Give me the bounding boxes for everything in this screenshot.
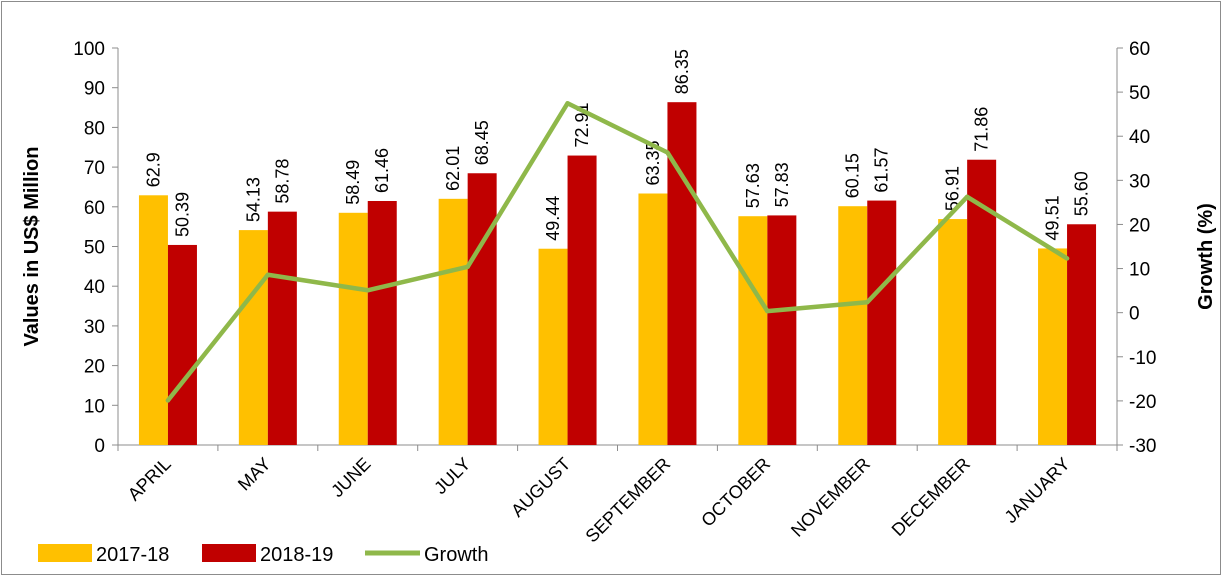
bar-2018-19-june xyxy=(367,201,397,445)
y-right-tick-label: 50 xyxy=(1129,83,1150,104)
y-left-tick-label: 50 xyxy=(84,238,105,259)
bar-2017-18-january xyxy=(1038,248,1068,445)
data-label-2018-19: 50.39 xyxy=(172,192,192,237)
bar-2018-19-may xyxy=(267,211,297,445)
data-label-2017-18: 49.51 xyxy=(1043,195,1063,240)
growth-point-october xyxy=(765,308,770,314)
growth-point-november xyxy=(865,300,870,305)
legend-label-2017-18: 2017-18 xyxy=(96,544,169,566)
y-axis-left-title: Values in US$ Million xyxy=(21,146,43,346)
bar-2018-19-december xyxy=(967,159,997,445)
y-right-tick-label: 30 xyxy=(1129,171,1150,192)
data-label-2018-19: 86.35 xyxy=(672,49,692,94)
bar-2018-19-july xyxy=(467,173,497,446)
bar-2018-19-april xyxy=(167,244,197,445)
growth-point-july xyxy=(465,264,470,270)
y-right-tick-label: 40 xyxy=(1129,127,1150,148)
data-label-2017-18: 62.9 xyxy=(143,152,163,187)
x-category-label: APRIL xyxy=(124,454,175,505)
bar-2017-18-august xyxy=(538,248,568,445)
data-label-2018-19: 55.60 xyxy=(1072,171,1092,216)
y-left-tick-label: 40 xyxy=(84,277,105,298)
x-category-label: JULY xyxy=(430,454,474,498)
x-category-label: OCTOBER xyxy=(697,454,774,531)
data-label-2017-18: 54.13 xyxy=(243,177,263,222)
y-left-tick-label: 70 xyxy=(84,158,105,179)
x-category-label: NOVEMBER xyxy=(787,454,874,541)
growth-line xyxy=(165,101,1070,403)
y-left-tick-label: 30 xyxy=(84,317,105,338)
legend-swatch-2017-18 xyxy=(38,544,92,562)
x-category-label: SEPTEMBER xyxy=(582,454,675,547)
bar-2018-19-september xyxy=(667,102,697,446)
growth-point-september xyxy=(665,150,670,155)
data-label-2018-19: 61.57 xyxy=(872,148,892,193)
growth-point-january xyxy=(1064,256,1070,261)
bar-2017-18-april xyxy=(138,195,168,445)
y-left-tick-label: 90 xyxy=(84,79,105,100)
bar-2018-19-october xyxy=(767,215,797,445)
data-label-2017-18: 57.63 xyxy=(743,163,763,208)
data-label-2017-18: 49.44 xyxy=(543,196,563,241)
bar-2017-18-december xyxy=(938,219,968,445)
data-label-2018-19: 57.83 xyxy=(772,162,792,207)
y-left-tick-label: 10 xyxy=(84,396,105,417)
data-label-2018-19: 58.78 xyxy=(272,159,292,204)
growth-point-may xyxy=(265,272,271,277)
x-category-label: JANUARY xyxy=(1001,454,1074,527)
y-left-tick-label: 60 xyxy=(84,198,105,219)
bar-2017-18-may xyxy=(238,230,268,445)
bar-2018-19-august xyxy=(567,155,597,445)
y-left-tick-label: 0 xyxy=(94,436,105,457)
x-category-label: DECEMBER xyxy=(888,454,974,540)
y-right-tick-label: 60 xyxy=(1129,39,1150,60)
data-label-2018-19: 61.46 xyxy=(372,148,392,193)
y-right-tick-label: 20 xyxy=(1129,215,1150,236)
data-label-2018-19: 71.86 xyxy=(972,107,992,152)
growth-point-december xyxy=(964,194,970,199)
growth-point-august xyxy=(565,101,570,106)
data-label-2017-18: 58.49 xyxy=(343,160,363,205)
bar-2018-19-november xyxy=(867,200,897,445)
data-label-2017-18: 56.91 xyxy=(943,166,963,211)
data-label-2017-18: 62.01 xyxy=(443,146,463,191)
x-category-label: JUNE xyxy=(327,454,374,501)
y-left-tick-label: 80 xyxy=(84,118,105,139)
y-right-tick-label: -20 xyxy=(1129,392,1156,413)
bar-2017-18-november xyxy=(838,206,868,445)
data-label-2018-19: 68.45 xyxy=(472,120,492,165)
y-right-tick-label: 0 xyxy=(1129,304,1140,325)
growth-point-april xyxy=(165,398,171,403)
x-category-label: MAY xyxy=(234,454,275,495)
legend-swatch-2018-19 xyxy=(202,544,256,562)
legend-label-growth: Growth xyxy=(424,544,488,566)
y-right-tick-label: -30 xyxy=(1129,436,1156,457)
legend-label-2018-19: 2018-19 xyxy=(260,544,333,566)
y-axis-right-title: Growth (%) xyxy=(1195,203,1217,310)
legend: 2017-18 2018-19 Growth xyxy=(38,544,488,566)
y-left-tick-label: 100 xyxy=(73,39,105,60)
x-category-label: AUGUST xyxy=(507,454,574,521)
y-left-tick-label: 20 xyxy=(84,357,105,378)
data-label-2017-18: 60.15 xyxy=(843,153,863,198)
bar-2017-18-september xyxy=(638,193,668,445)
bar-2017-18-june xyxy=(338,212,368,445)
plot-area: 0 10 20 30 40 50 60 70 80 90 100 -30 -20 -10 0 10 20 30 40… xyxy=(73,39,1156,546)
bar-2017-18-october xyxy=(738,216,768,445)
y-right-tick-label: -10 xyxy=(1129,348,1156,369)
data-label-2017-18: 63.35 xyxy=(643,140,663,185)
growth-point-june xyxy=(365,288,370,293)
y-right-tick-label: 10 xyxy=(1129,260,1150,281)
bar-2017-18-july xyxy=(438,198,468,445)
bar-2018-19-january xyxy=(1067,224,1097,445)
